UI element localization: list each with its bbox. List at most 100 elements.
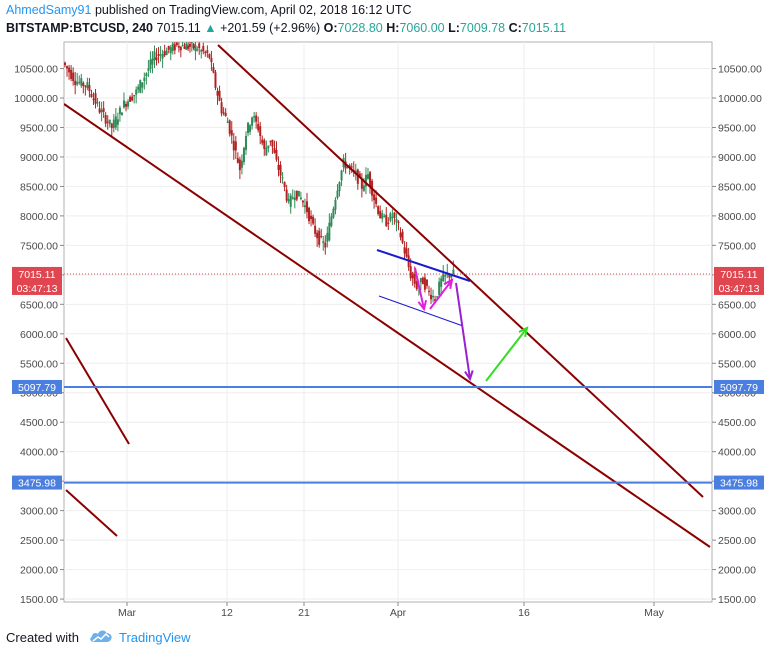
candle-body	[188, 43, 191, 47]
candle-body	[110, 123, 113, 129]
candle-body	[149, 59, 152, 69]
channel-fragment-upper[interactable]	[65, 337, 130, 445]
symbol-name[interactable]: BITSTAMP:BTCUSD, 240	[6, 21, 154, 35]
candle-body	[273, 147, 276, 153]
candle-body	[84, 85, 87, 87]
author-link[interactable]: AhmedSamy91	[6, 3, 92, 17]
candle-body	[301, 200, 304, 203]
support-level-label-left: 5097.79	[18, 382, 56, 394]
up-arrow-icon: ▲	[204, 21, 217, 35]
candle-body	[440, 278, 443, 287]
channel-lower-line[interactable]	[64, 103, 711, 548]
y-tick-label-right: 9000.00	[718, 152, 756, 164]
candle-body	[259, 126, 262, 137]
magenta-arrow-up[interactable]	[429, 279, 453, 310]
candle-body	[78, 81, 81, 83]
candle-body	[238, 159, 241, 171]
candle-body	[88, 85, 91, 92]
pennant-lower-line[interactable]	[378, 295, 464, 327]
candle-body	[405, 248, 408, 257]
published-text: published on TradingView.com, April 02, …	[94, 3, 412, 17]
candle-body	[116, 119, 119, 125]
candle-body	[401, 231, 404, 243]
y-tick-label-left: 2000.00	[20, 565, 58, 577]
candle-body	[299, 197, 302, 200]
candle-body	[74, 80, 77, 86]
candle-body	[291, 197, 294, 199]
candle-body	[226, 121, 229, 123]
candle-body	[271, 139, 274, 147]
candle-body	[305, 201, 308, 213]
candle-body	[230, 130, 233, 136]
candle-body	[316, 232, 319, 239]
green-arrow-up[interactable]	[485, 327, 528, 382]
candle-body	[196, 49, 199, 51]
x-tick-label: 16	[518, 607, 530, 619]
tradingview-cloud-icon	[89, 629, 113, 646]
magenta-arrow-down[interactable]	[414, 267, 425, 310]
candle-body	[179, 46, 182, 51]
y-tick-label-left: 8000.00	[20, 211, 58, 223]
candle-body	[289, 195, 292, 207]
candle-body	[403, 247, 406, 254]
candle-body	[279, 164, 282, 176]
candle-body	[310, 215, 313, 220]
candle-body	[413, 274, 416, 284]
candle-body	[185, 43, 188, 50]
candle-body	[328, 222, 331, 241]
magenta-arrow-up-head	[443, 278, 454, 290]
candle-body	[173, 44, 176, 51]
candle-body	[275, 150, 278, 160]
candle-body	[389, 213, 392, 221]
candle-body	[448, 274, 451, 278]
candle-body	[76, 81, 79, 85]
candle-body	[157, 54, 160, 56]
candle-body	[332, 208, 335, 218]
y-tick-label-left: 6500.00	[20, 299, 58, 311]
support-level-label-right: 5097.79	[720, 382, 758, 394]
candle-body	[190, 42, 193, 44]
candle-body	[330, 216, 333, 227]
candle-body	[338, 182, 341, 191]
y-tick-label-left: 6000.00	[20, 329, 58, 341]
candle-body	[261, 139, 264, 144]
purple-arrow-down[interactable]	[455, 282, 471, 380]
candle-body	[346, 166, 349, 168]
candle-body	[125, 103, 128, 107]
magenta-arrow-down-head	[417, 300, 428, 312]
y-tick-label-right: 6500.00	[718, 299, 756, 311]
candle-body	[277, 164, 280, 170]
y-tick-label-left: 3000.00	[20, 506, 58, 518]
x-tick-label: 21	[298, 607, 310, 619]
candle-body	[249, 125, 252, 132]
close-label: C:	[508, 21, 522, 35]
candle-body	[366, 174, 369, 179]
candle-body	[187, 45, 190, 49]
candle-body	[131, 96, 134, 101]
tradingview-brand-link[interactable]: TradingView	[118, 630, 191, 645]
candle-body	[436, 296, 439, 298]
candle-body	[100, 109, 103, 113]
y-tick-label-left: 4000.00	[20, 447, 58, 459]
candle-body	[297, 190, 300, 197]
candle-body	[358, 173, 361, 178]
symbol-legend: BITSTAMP:BTCUSD, 240 7015.11 ▲ +201.59 (…	[6, 21, 566, 35]
current-price-label-right: 7015.11	[720, 269, 757, 281]
high-value: 7060.00	[399, 21, 445, 35]
channel-upper-line[interactable]	[217, 44, 704, 498]
candle-body	[348, 165, 351, 168]
channel-fragment-lower[interactable]	[65, 489, 118, 537]
candle-body	[147, 68, 150, 71]
price-change: +201.59 (+2.96%)	[220, 21, 321, 35]
candle-body	[415, 281, 418, 290]
support-level-tag-right	[714, 379, 764, 394]
candle-body	[267, 145, 270, 149]
candle-body	[362, 185, 365, 191]
candle-body	[194, 45, 197, 52]
candle-body	[159, 54, 162, 56]
x-tick-label: Mar	[118, 607, 137, 619]
price-chart[interactable]: 10500.00 10500.00 10000.00 10000.00 9500.00 9…	[0, 0, 776, 620]
pennant-upper-line[interactable]	[376, 249, 471, 282]
candle-body	[102, 108, 105, 112]
candle-body	[96, 102, 99, 104]
